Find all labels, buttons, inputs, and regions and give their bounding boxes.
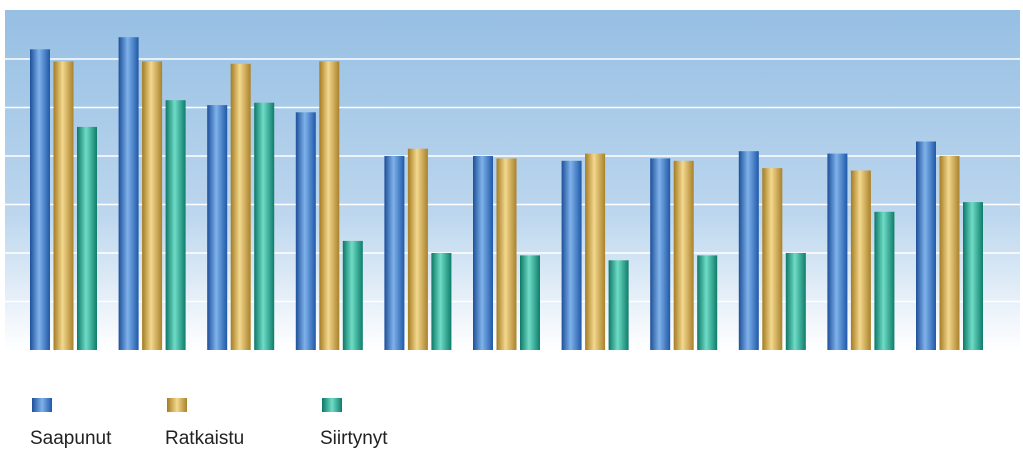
legend-label-saapunut: Saapunut — [30, 428, 112, 449]
bar-siirtynyt-4 — [342, 240, 363, 350]
legend-item-saapunut: Saapunut — [30, 398, 111, 449]
bar-siirtynyt-8 — [697, 255, 718, 350]
bar-siirtynyt-9 — [785, 253, 806, 350]
bar-siirtynyt-2 — [165, 100, 186, 350]
bar-siirtynyt-10 — [874, 211, 895, 350]
bar-ratkaistu-6 — [496, 158, 517, 350]
bar-saapunut-1 — [30, 49, 50, 351]
bar-saapunut-3 — [207, 105, 228, 350]
legend-swatch-ratkaistu — [167, 398, 187, 412]
bar-saapunut-11 — [916, 141, 936, 350]
bar-siirtynyt-5 — [431, 253, 452, 350]
bar-ratkaistu-8 — [673, 160, 694, 350]
bar-siirtynyt-7 — [608, 260, 629, 350]
bar-ratkaistu-1 — [53, 61, 74, 351]
legend-item-ratkaistu: Ratkaistu — [165, 398, 244, 449]
bar-ratkaistu-9 — [762, 168, 783, 350]
bar-ratkaistu-10 — [850, 170, 871, 350]
bar-ratkaistu-4 — [319, 61, 340, 351]
bar-siirtynyt-3 — [254, 102, 275, 350]
bar-saapunut-9 — [738, 151, 759, 350]
bar-ratkaistu-3 — [230, 63, 251, 351]
bar-saapunut-8 — [650, 158, 671, 350]
legend-swatch-saapunut — [32, 398, 52, 412]
bar-siirtynyt-11 — [963, 202, 983, 350]
bar-saapunut-5 — [384, 156, 405, 350]
bar-saapunut-6 — [473, 156, 493, 350]
legend-label-ratkaistu: Ratkaistu — [165, 428, 245, 449]
bar-siirtynyt-6 — [520, 255, 540, 350]
bar-ratkaistu-11 — [939, 156, 960, 350]
legend-label-siirtynyt: Siirtynyt — [320, 428, 388, 449]
bar-saapunut-4 — [295, 112, 316, 350]
bar-saapunut-7 — [561, 160, 582, 350]
bar-siirtynyt-1 — [77, 126, 97, 351]
legend-swatch-siirtynyt — [322, 398, 342, 412]
bars — [30, 37, 983, 351]
bar-ratkaistu-5 — [407, 148, 428, 350]
bar-saapunut-10 — [827, 153, 848, 350]
legend-item-siirtynyt: Siirtynyt — [320, 398, 388, 449]
bar-ratkaistu-7 — [585, 153, 606, 350]
bar-ratkaistu-2 — [142, 61, 163, 351]
bar-saapunut-2 — [118, 37, 139, 350]
